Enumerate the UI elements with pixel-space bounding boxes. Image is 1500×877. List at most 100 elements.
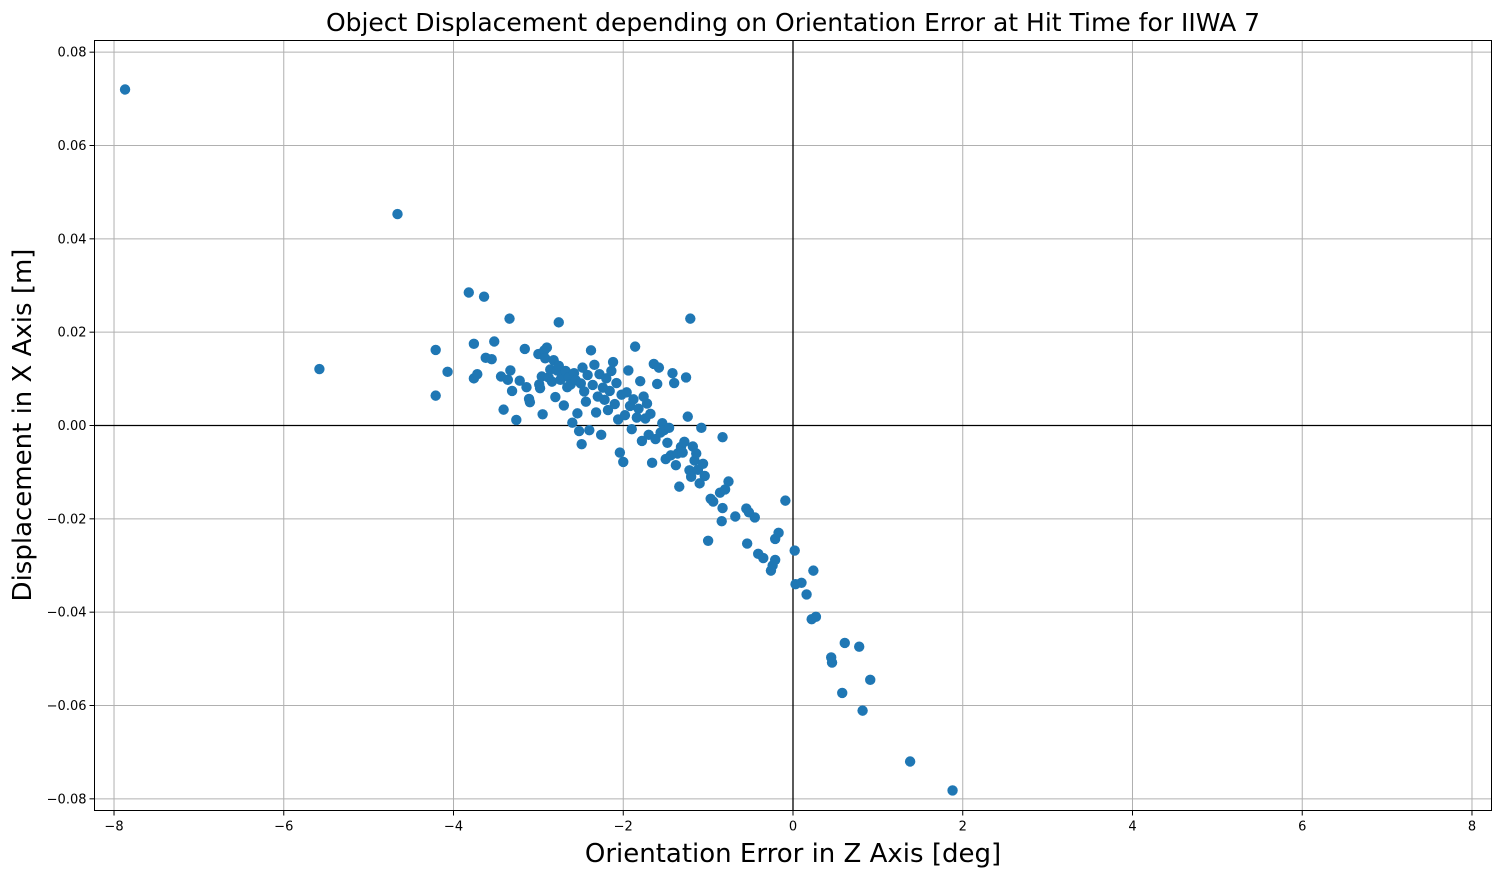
- data-point: [534, 382, 546, 394]
- data-point: [837, 687, 848, 699]
- data-point: [641, 398, 653, 409]
- data-point: [539, 353, 551, 364]
- data-point: [646, 457, 658, 469]
- x-tick-label: 8: [1468, 820, 1476, 835]
- data-point: [604, 385, 615, 397]
- data-point: [696, 422, 707, 434]
- axis-ticks: −8 −6 −4 −2 0 2 4 6 8 −0.08 −0.06 −0.04 −0.02 0.00 0.0…: [47, 46, 1476, 835]
- data-point: [674, 481, 685, 492]
- data-point: [691, 448, 702, 459]
- data-point: [702, 535, 714, 546]
- data-point: [636, 435, 648, 447]
- x-tick-label: −2: [614, 820, 633, 835]
- x-axis-label: Orientation Error in Z Axis [deg]: [585, 839, 1001, 869]
- data-point: [621, 387, 632, 398]
- data-point: [826, 657, 838, 668]
- data-point: [652, 378, 663, 390]
- y-tick-label: 0.06: [58, 139, 87, 154]
- data-point: [947, 785, 958, 796]
- data-point: [628, 394, 639, 405]
- data-point: [607, 356, 619, 368]
- data-point: [780, 495, 791, 506]
- data-point: [614, 447, 626, 458]
- x-tick-label: 2: [959, 820, 967, 835]
- data-point: [582, 369, 593, 381]
- data-point: [682, 411, 693, 422]
- data-point: [478, 291, 490, 302]
- data-point: [576, 438, 587, 450]
- data-point: [430, 344, 441, 356]
- data-point: [629, 341, 641, 352]
- y-tick-label: −0.08: [47, 792, 87, 807]
- data-point: [635, 375, 646, 387]
- data-point: [619, 410, 631, 421]
- data-point: [796, 577, 807, 588]
- data-point: [558, 400, 570, 411]
- data-point: [769, 554, 781, 566]
- data-point: [854, 641, 865, 652]
- data-point: [119, 84, 131, 95]
- data-point: [567, 417, 578, 428]
- data-point: [623, 365, 634, 376]
- data-point: [839, 637, 850, 649]
- data-point: [584, 424, 595, 436]
- data-point: [589, 359, 600, 371]
- data-point: [668, 377, 680, 389]
- y-tick-label: −0.04: [47, 606, 87, 621]
- data-point: [575, 378, 587, 389]
- data-point: [653, 362, 665, 373]
- y-tick-label: 0.00: [58, 419, 87, 434]
- data-point: [606, 365, 617, 377]
- data-point: [486, 354, 497, 365]
- data-point: [537, 409, 548, 420]
- data-point: [679, 436, 690, 448]
- x-tick-label: 4: [1128, 820, 1136, 835]
- data-point: [677, 447, 688, 458]
- data-point: [524, 396, 536, 408]
- data-point: [505, 365, 516, 376]
- data-point: [314, 363, 325, 375]
- data-point: [511, 414, 522, 426]
- data-point: [801, 589, 812, 600]
- data-point: [708, 496, 719, 507]
- data-point: [521, 382, 532, 393]
- data-point: [716, 515, 727, 527]
- data-point: [463, 287, 474, 298]
- data-point: [468, 338, 480, 350]
- y-tick-label: 0.04: [58, 232, 87, 247]
- data-point: [670, 459, 682, 471]
- x-tick-label: −8: [104, 820, 123, 835]
- data-point: [601, 373, 612, 384]
- data-point: [430, 390, 441, 401]
- data-point: [717, 431, 728, 443]
- data-point: [685, 471, 697, 483]
- data-point: [587, 379, 598, 391]
- data-point: [572, 408, 583, 419]
- x-tick-label: 0: [789, 820, 797, 835]
- data-point: [865, 674, 876, 686]
- data-point: [741, 538, 753, 549]
- data-point: [595, 429, 607, 441]
- data-point: [602, 404, 614, 416]
- data-point: [697, 458, 709, 469]
- data-point: [904, 756, 916, 767]
- data-point: [442, 366, 453, 378]
- data-point: [663, 422, 675, 434]
- data-point: [504, 313, 515, 324]
- data-point: [550, 391, 561, 403]
- data-point: [717, 502, 728, 514]
- y-axis-label: Displacement in X Axis [m]: [8, 249, 38, 602]
- data-point: [573, 425, 585, 437]
- data-point: [723, 476, 734, 487]
- data-point: [498, 404, 509, 415]
- data-point: [514, 375, 525, 386]
- data-point: [599, 394, 610, 406]
- data-point: [502, 374, 514, 385]
- data-point: [857, 705, 868, 716]
- data-point: [789, 545, 800, 556]
- data-point: [667, 368, 678, 379]
- x-tick-label: −4: [444, 820, 463, 835]
- x-tick-label: 6: [1298, 820, 1306, 835]
